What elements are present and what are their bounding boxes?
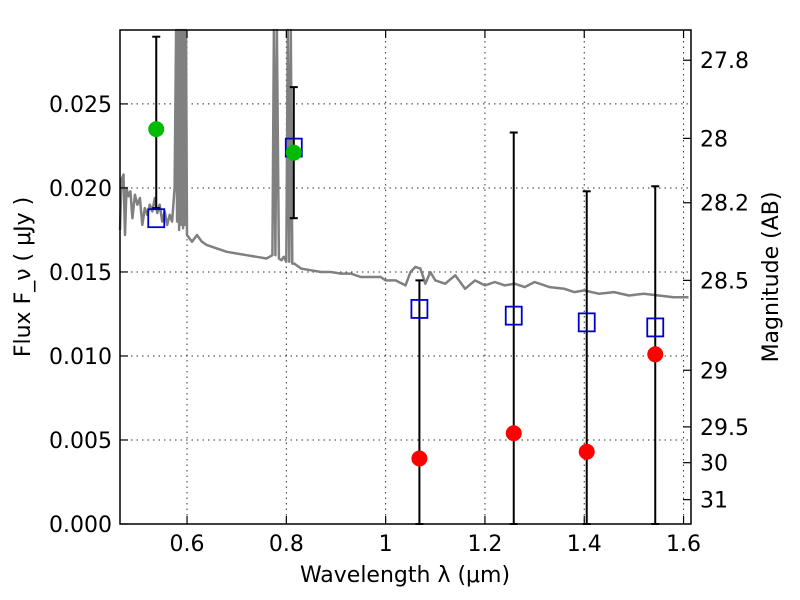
right-tick-label: 28 — [700, 127, 728, 152]
limit-point — [411, 450, 428, 467]
y-tick-label: 0.025 — [49, 93, 112, 118]
detection-point — [148, 121, 165, 138]
detection-point — [285, 144, 302, 161]
x-tick-label: 1.2 — [467, 532, 502, 557]
y-tick-label: 0.005 — [49, 429, 112, 454]
x-tick-label: 0.8 — [269, 532, 304, 557]
grid-lines — [120, 30, 691, 524]
x-tick-label: 1.6 — [666, 532, 701, 557]
y-axis-label: Flux F_ν ( μJy ) — [11, 197, 36, 357]
right-tick-label: 28.5 — [700, 269, 749, 294]
right-tick-label: 28.2 — [700, 192, 749, 217]
limit-point — [647, 346, 664, 363]
model-point — [147, 208, 166, 229]
axis-ticks — [120, 30, 691, 525]
model-spectrum — [118, 28, 689, 299]
right-tick-label: 29.5 — [700, 416, 749, 441]
right-tick-label: 30 — [700, 452, 728, 477]
right-tick-label: 29 — [700, 359, 728, 384]
model-point — [410, 299, 429, 319]
spectrum-line — [118, 28, 689, 299]
y-tick-label: 0.020 — [49, 177, 112, 202]
x-tick-label: 1.4 — [567, 532, 602, 557]
right-tick-label: 31 — [700, 489, 728, 514]
limit-point — [578, 443, 595, 460]
tick-labels: 0.6 0.8 1 1.2 1.4 1.6 0.000 0.005 0.010 0.015 0.02… — [49, 49, 749, 557]
model-point — [646, 317, 665, 338]
right-tick-label: 27.8 — [700, 49, 749, 74]
data-markers — [147, 121, 665, 467]
model-point — [577, 312, 596, 333]
model-point — [504, 305, 523, 326]
x-axis-label: Wavelength λ (μm) — [300, 563, 510, 588]
plot-frame — [119, 29, 692, 525]
x-tick-label: 1 — [379, 532, 393, 557]
x-tick-label: 0.6 — [170, 532, 205, 557]
y-tick-label: 0.000 — [49, 513, 112, 538]
right-axis-label: Magnitude (AB) — [759, 192, 784, 363]
limit-point — [505, 425, 522, 442]
y-tick-label: 0.010 — [49, 345, 112, 370]
y-tick-label: 0.015 — [49, 261, 112, 286]
